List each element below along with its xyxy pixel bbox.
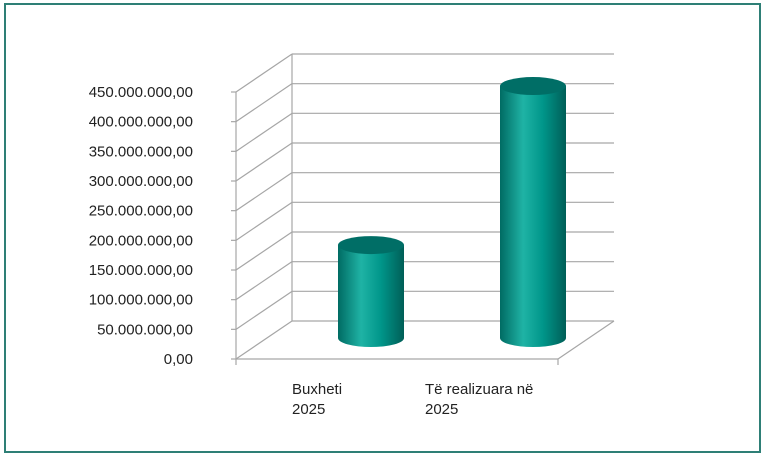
y-tick-label: 50.000.000,00 <box>97 321 193 338</box>
y-tick-label: 200.000.000,00 <box>89 232 193 249</box>
bar-body <box>338 245 404 347</box>
bar-top <box>500 77 566 96</box>
gridline-side <box>235 231 293 271</box>
y-tick-label: 0,00 <box>164 351 193 368</box>
y-tick-label: 250.000.000,00 <box>89 203 193 220</box>
x-category-label: 2025 <box>425 401 458 418</box>
chart-frame <box>4 3 761 453</box>
y-tick-label: 400.000.000,00 <box>89 114 193 131</box>
gridline-side <box>235 83 293 123</box>
bar-2 <box>500 77 566 347</box>
bar-top <box>338 236 404 255</box>
gridline-side <box>235 261 293 301</box>
y-axis-tick-labels: 0,00 50.000.000,00 100.000.000,00 150.000.0… <box>89 84 193 368</box>
gridline-side <box>235 53 293 93</box>
y-tick-label: 100.000.000,00 <box>89 292 193 309</box>
floor-right-edge <box>557 320 615 360</box>
y-tick-label: 350.000.000,00 <box>89 143 193 160</box>
y-tick-label: 450.000.000,00 <box>89 84 193 101</box>
x-category-label: Buxheti <box>292 381 342 398</box>
y-tick-label: 150.000.000,00 <box>89 262 193 279</box>
gridline-side <box>235 142 293 182</box>
bar-1 <box>338 236 404 347</box>
bars <box>338 77 566 347</box>
gridline-side <box>235 172 293 212</box>
x-category-label: 2025 <box>292 401 325 418</box>
gridline-side <box>235 320 293 360</box>
y-tick-label: 300.000.000,00 <box>89 173 193 190</box>
x-axis-category-labels: Buxheti 2025 Të realizuara në 2025 <box>292 381 533 418</box>
gridline-side <box>235 112 293 152</box>
x-category-label: Të realizuara në <box>425 381 533 398</box>
gridline-side <box>235 290 293 330</box>
gridline-side <box>235 201 293 241</box>
bar-body <box>500 86 566 347</box>
